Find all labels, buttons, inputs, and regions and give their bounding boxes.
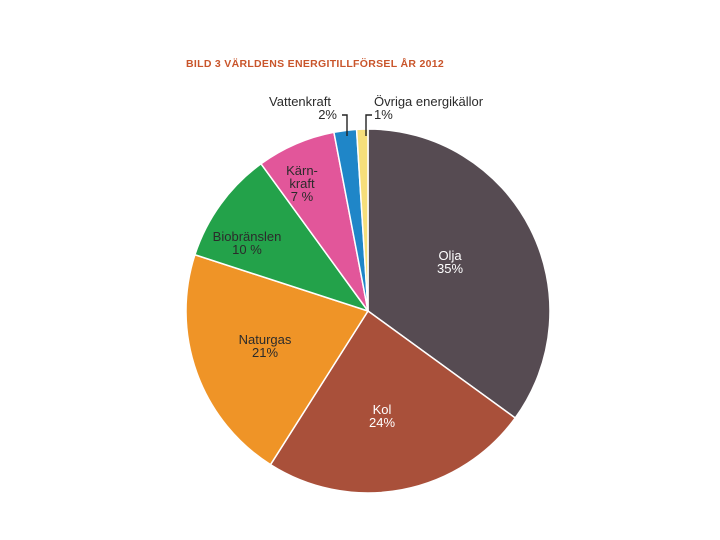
- pie-slice: [185, 253, 370, 466]
- slice-label: Övriga energikällor: [374, 94, 484, 109]
- slice-label: Olja 35%: [437, 248, 463, 276]
- chart-title: BILD 3 VÄRLDENS ENERGITILLFÖRSEL ÅR 2012: [186, 58, 445, 70]
- slice-label: Kärn-kraft 7 %: [286, 163, 318, 204]
- pie-slice: [193, 162, 370, 313]
- pie-slice: [269, 309, 517, 494]
- slice-label: Naturgas 21%: [239, 332, 292, 360]
- leader-line: [365, 114, 372, 136]
- pie-slice: [355, 128, 369, 312]
- leader-line: [342, 114, 348, 136]
- slice-label: 2%: [318, 107, 337, 122]
- slice-label: Vattenkraft: [269, 94, 331, 109]
- slice-label: Biobränslen 10 %: [213, 229, 282, 257]
- pie-slice: [367, 128, 551, 420]
- slice-label: 1%: [374, 107, 393, 122]
- slice-label: Kol 24%: [369, 402, 395, 430]
